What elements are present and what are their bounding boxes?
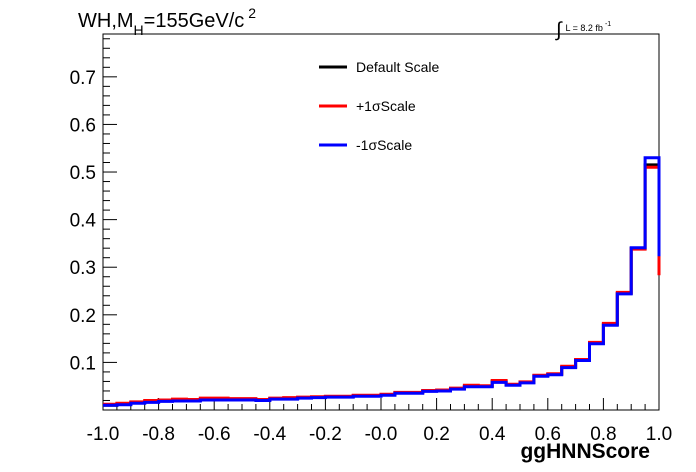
x-tick-label: 0.2 <box>423 424 449 445</box>
x-tick-label: 0.4 <box>479 424 506 445</box>
chart-title: WH,MH=155GeV/c 2 <box>78 5 256 38</box>
series-1 <box>103 163 661 407</box>
luminosity-superscript: -1 <box>604 21 612 28</box>
integral-symbol: ∫ <box>556 19 562 41</box>
x-tick-label: -0.0 <box>365 424 398 445</box>
luminosity-text: L = 8.2 fb <box>565 23 603 33</box>
plot-frame <box>102 33 660 411</box>
x-tick-label: -0.8 <box>142 424 175 445</box>
series-line <box>103 156 661 407</box>
x-tick-label: 0.6 <box>535 424 561 445</box>
legend-label: Default Scale <box>356 59 439 75</box>
x-tick-label: 0.8 <box>590 424 616 445</box>
series-3 <box>103 156 661 407</box>
x-tick-label: 1.0 <box>646 424 672 445</box>
y-tick-label: 0.5 <box>70 163 96 184</box>
y-tick-label: 0.3 <box>70 258 96 279</box>
y-axis: 0.1 0.2 0.3 0.4 0.5 0.6 0.7 <box>70 38 117 401</box>
title-superscript: 2 <box>248 5 257 21</box>
legend: Default Scale +1σScale -1σScale <box>319 59 439 153</box>
y-tick-label: 0.1 <box>70 353 96 374</box>
title-main: WH,M <box>78 10 134 32</box>
y-tick-label: 0.2 <box>70 306 96 327</box>
x-tick-label: -0.2 <box>309 424 342 445</box>
y-tick-label: 0.4 <box>70 211 97 232</box>
title-subscript: H <box>133 22 144 38</box>
y-tick-label: 0.7 <box>70 68 96 89</box>
luminosity-label: ∫ L = 8.2 fb -1 <box>556 14 612 41</box>
x-tick-label: -0.4 <box>253 424 286 445</box>
x-axis-label: ggHNNScore <box>520 440 650 463</box>
series-layer <box>103 156 661 407</box>
x-tick-label: -0.6 <box>198 424 231 445</box>
legend-label: -1σScale <box>356 137 412 153</box>
y-tick-label: 0.6 <box>70 115 96 136</box>
x-tick-label: -1.0 <box>87 424 120 445</box>
series-line <box>103 163 661 407</box>
title-rest: =155GeV/c <box>143 10 245 32</box>
legend-label: +1σScale <box>356 98 416 114</box>
x-axis: -1.0 -0.8 -0.6 -0.4 -0.2 -0.0 0.2 0.4 0.6 0.8 1.0 <box>87 398 672 445</box>
